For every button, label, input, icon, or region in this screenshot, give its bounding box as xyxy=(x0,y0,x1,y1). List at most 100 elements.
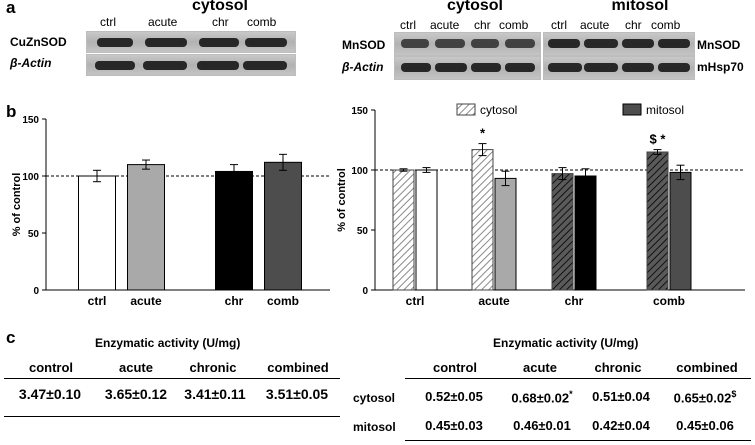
table-left-title: Enzymatic activity (U/mg) xyxy=(95,336,241,350)
table-right-header-control: control xyxy=(432,360,478,375)
blot-band xyxy=(145,38,187,47)
blot-band xyxy=(548,63,582,72)
y-tick-label: 150 xyxy=(22,115,39,126)
blot-band xyxy=(401,39,429,48)
legend-label-mitosol: mitosol xyxy=(646,103,684,117)
table-right-header-chronic: chronic xyxy=(594,360,642,375)
legend-swatch-cytosol xyxy=(456,103,476,116)
lane-label-mit-ctrl: ctrl xyxy=(551,18,567,32)
blot-band xyxy=(548,39,580,48)
lane-label-acute: acute xyxy=(148,15,178,29)
blot-strip-mhsp70 xyxy=(543,56,695,80)
y-tick-label: 50 xyxy=(28,229,40,240)
legend-label-cytosol: cytosol xyxy=(480,103,517,117)
table-right-cell: 0.68±0.02* xyxy=(496,389,588,405)
table-left-header-combined: combined xyxy=(267,360,329,375)
lane-label-mit-comb: comb xyxy=(651,18,681,32)
x-tick-label: comb xyxy=(267,294,299,308)
blot-band xyxy=(243,61,287,70)
blot-band xyxy=(658,39,690,48)
table-right-row-label-cytosol: cytosol xyxy=(353,391,396,405)
blot-strip-mnsod-mitosol xyxy=(543,32,695,56)
table-right-cell: 0.42±0.04 xyxy=(592,418,650,433)
table-left-cell: 3.51±0.05 xyxy=(265,386,329,402)
y-axis-title: % of control xyxy=(11,173,23,237)
lane-label-ctrl: ctrl xyxy=(100,15,116,29)
x-tick-label: ctrl xyxy=(406,294,425,308)
y-tick-label: 0 xyxy=(362,286,368,297)
table-right-cell: 0.52±0.05 xyxy=(425,389,483,404)
x-tick-label: ctrl xyxy=(88,294,107,308)
blot-row-label-cuznsod: CuZnSOD xyxy=(10,35,67,49)
table-left-cell: 3.47±0.10 xyxy=(18,386,82,402)
x-tick-label: acute xyxy=(478,294,510,308)
table-right-title: Enzymatic activity (U/mg) xyxy=(493,336,639,350)
table-right-header-combined: combined xyxy=(676,360,738,375)
blot-band xyxy=(471,39,499,48)
bar xyxy=(669,171,692,291)
blot-strip-cuznsod xyxy=(86,31,296,53)
blot-band xyxy=(435,63,467,72)
table-right-header-acute: acute xyxy=(523,360,557,375)
table-left-cell: 3.65±0.12 xyxy=(104,386,168,402)
lane-label-cyt-chr: chr xyxy=(474,18,491,32)
blot-band xyxy=(199,38,239,47)
blot-band xyxy=(471,63,501,72)
y-tick-label: 150 xyxy=(351,106,368,117)
blot-band xyxy=(505,63,535,72)
panel-label-c: c xyxy=(6,328,16,347)
lane-label-mit-chr: chr xyxy=(625,18,642,32)
bar xyxy=(215,170,253,291)
legend-swatch-mitosol xyxy=(622,103,642,116)
x-tick-label: chr xyxy=(565,294,584,308)
table-right-cell: 0.46±0.01 xyxy=(513,418,571,433)
blot-right-heading-cytosol: cytosol xyxy=(446,0,503,14)
y-tick-label: 50 xyxy=(357,226,369,237)
x-tick-label: comb xyxy=(653,294,685,308)
bar xyxy=(551,173,574,291)
significance-mark: * xyxy=(569,389,573,399)
table-left-cell: 3.41±0.11 xyxy=(184,386,246,402)
table-right-cell-value: 0.68±0.02 xyxy=(511,390,570,406)
blot-band xyxy=(622,39,654,48)
bar xyxy=(574,175,597,291)
table-right-bottom-rule xyxy=(405,440,751,441)
table-right-cell: 0.51±0.04 xyxy=(592,389,650,404)
blot-band xyxy=(401,63,431,72)
bar xyxy=(264,161,302,291)
table-right-cell: 0.45±0.06 xyxy=(676,418,734,433)
y-tick-label: 100 xyxy=(351,166,368,177)
blot-band xyxy=(245,38,287,47)
table-left-rule xyxy=(4,378,340,379)
bar xyxy=(127,164,165,291)
lane-label-cyt-acute: acute xyxy=(430,18,460,32)
lane-label-chr: chr xyxy=(212,15,229,29)
blot-right-heading-mitosol: mitosol xyxy=(611,0,669,14)
y-axis-title: % of control xyxy=(336,168,348,232)
blot-strip-actin-cytosol xyxy=(394,56,541,80)
table-right-cell: 0.65±0.02$ xyxy=(659,389,751,405)
blot-strip-mnsod-cytosol xyxy=(394,32,541,56)
y-tick-label: 0 xyxy=(33,286,39,297)
blot-band xyxy=(584,39,618,48)
bar xyxy=(494,177,517,291)
blot-band xyxy=(435,39,465,48)
blot-left-heading: cytosol xyxy=(191,0,248,14)
blot-band xyxy=(97,38,133,47)
blot-row-label-mnsod-left: MnSOD xyxy=(342,38,386,52)
bar xyxy=(646,151,669,291)
panel-label-a: a xyxy=(6,0,16,17)
x-tick-label: chr xyxy=(225,294,244,308)
table-left-header-chronic: chronic xyxy=(189,360,237,375)
bar xyxy=(415,169,438,291)
blot-band xyxy=(658,63,690,72)
blot-band xyxy=(95,61,135,70)
lane-label-cyt-ctrl: ctrl xyxy=(400,18,416,32)
bar xyxy=(78,175,116,291)
table-left-header-control: control xyxy=(28,360,74,375)
lane-label-comb: comb xyxy=(247,15,277,29)
table-left-header-acute: acute xyxy=(119,360,153,375)
bar xyxy=(392,169,415,291)
blot-row-label-actin-right: β-Actin xyxy=(342,60,384,74)
